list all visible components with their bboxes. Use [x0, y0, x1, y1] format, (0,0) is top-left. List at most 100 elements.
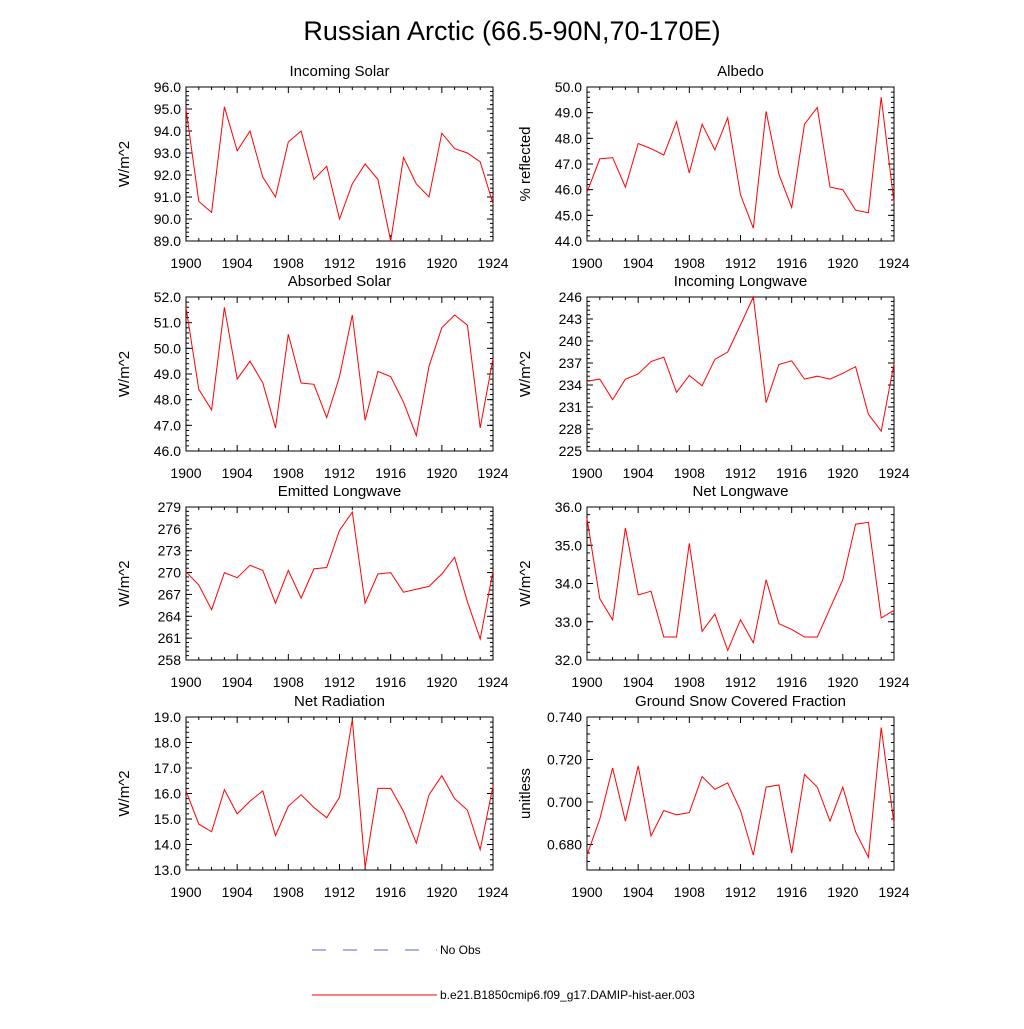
- panel-title: Emitted Longwave: [278, 483, 401, 500]
- x-tick-label: 1920: [426, 674, 457, 690]
- y-tick-label: 237: [559, 355, 583, 371]
- legend-model-label: b.e21.B1850cmip6.f09_g17.DAMIP-hist-aer.…: [440, 988, 695, 1002]
- y-tick-label: 36.0: [555, 499, 582, 515]
- plot-frame: [586, 86, 895, 242]
- x-tick-label: 1900: [571, 674, 602, 690]
- y-tick-label: 261: [158, 630, 182, 646]
- x-tick-label: 1908: [674, 255, 705, 271]
- y-tick-label: 16.0: [154, 786, 181, 802]
- y-tick-label: 51.0: [154, 315, 181, 331]
- y-axis-label: W/m^2: [116, 560, 133, 606]
- x-tick-label: 1904: [623, 674, 654, 690]
- panel-title: Incoming Longwave: [674, 273, 807, 290]
- panel-2: Albedo % reflected 1900 1904 1908 1912 1916 192…: [517, 63, 910, 271]
- y-tick-label: 18.0: [154, 735, 181, 751]
- y-tick-label: 258: [158, 652, 182, 668]
- x-tick-label: 1904: [222, 884, 253, 900]
- x-tick-label: 1920: [426, 255, 457, 271]
- x-tick-label: 1916: [776, 255, 807, 271]
- x-tick-label: 1900: [170, 674, 201, 690]
- series-line: [586, 518, 895, 652]
- y-tick-label: 0.720: [547, 752, 582, 768]
- plot-frame: [185, 716, 494, 871]
- x-tick-label: 1920: [426, 465, 457, 481]
- x-tick-label: 1916: [375, 674, 406, 690]
- x-tick-label: 1920: [827, 255, 858, 271]
- y-tick-label: 93.0: [154, 145, 181, 161]
- y-tick-label: 34.0: [555, 576, 582, 592]
- y-axis-label: W/m^2: [116, 141, 133, 187]
- x-tick-label: 1916: [375, 465, 406, 481]
- panels: Incoming Solar W/m^2 1900 1904 1908 1912 1916 1…: [116, 63, 910, 900]
- x-tick-label: 1916: [375, 884, 406, 900]
- panel-title: Ground Snow Covered Fraction: [635, 693, 846, 710]
- x-tick-label: 1924: [477, 884, 508, 900]
- panel-title: Net Longwave: [693, 483, 789, 500]
- x-tick-label: 1920: [827, 465, 858, 481]
- y-tick-label: 95.0: [154, 101, 181, 117]
- x-tick-label: 1908: [674, 884, 705, 900]
- y-tick-label: 0.680: [547, 837, 582, 853]
- y-tick-label: 91.0: [154, 189, 181, 205]
- y-tick-label: 35.0: [555, 537, 582, 553]
- y-tick-label: 48.0: [555, 130, 582, 146]
- series-line: [185, 510, 494, 641]
- y-tick-label: 89.0: [154, 233, 181, 249]
- y-tick-label: 246: [559, 289, 583, 305]
- y-tick-label: 45.0: [555, 207, 582, 223]
- plot-frame: [586, 296, 895, 452]
- x-tick-label: 1900: [170, 255, 201, 271]
- x-tick-label: 1924: [477, 674, 508, 690]
- y-tick-label: 19.0: [154, 709, 181, 725]
- y-tick-label: 228: [559, 421, 583, 437]
- panel-title: Albedo: [717, 63, 764, 80]
- y-axis-label: unitless: [517, 768, 534, 819]
- y-tick-label: 33.0: [555, 614, 582, 630]
- y-tick-label: 50.0: [555, 79, 582, 95]
- y-tick-label: 264: [158, 608, 182, 624]
- y-tick-label: 44.0: [555, 233, 582, 249]
- x-tick-label: 1924: [878, 884, 909, 900]
- x-tick-label: 1920: [426, 884, 457, 900]
- y-tick-label: 276: [158, 521, 182, 537]
- y-axis-label: W/m^2: [116, 770, 133, 816]
- legend: No Obs b.e21.B1850cmip6.f09_g17.DAMIP-hi…: [312, 943, 695, 1002]
- plot-frame: [586, 506, 895, 661]
- x-tick-label: 1904: [623, 884, 654, 900]
- x-tick-label: 1912: [324, 884, 355, 900]
- x-tick-label: 1908: [273, 465, 304, 481]
- x-tick-label: 1920: [827, 674, 858, 690]
- y-tick-label: 0.740: [547, 709, 582, 725]
- y-tick-label: 90.0: [154, 211, 181, 227]
- y-tick-label: 17.0: [154, 760, 181, 776]
- x-tick-label: 1924: [477, 465, 508, 481]
- x-tick-label: 1916: [375, 255, 406, 271]
- x-tick-label: 1912: [324, 674, 355, 690]
- x-tick-label: 1900: [571, 465, 602, 481]
- plot-frame: [185, 296, 494, 452]
- x-tick-label: 1904: [623, 255, 654, 271]
- y-tick-label: 96.0: [154, 79, 181, 95]
- series-line: [185, 106, 494, 242]
- y-tick-label: 46.0: [555, 182, 582, 198]
- y-tick-label: 94.0: [154, 123, 181, 139]
- y-tick-label: 14.0: [154, 837, 181, 853]
- x-tick-label: 1908: [674, 674, 705, 690]
- panel-title: Net Radiation: [294, 693, 385, 710]
- panel-1: Incoming Solar W/m^2 1900 1904 1908 1912 1916 1…: [116, 63, 509, 271]
- y-tick-label: 46.0: [154, 443, 181, 459]
- series-line: [586, 97, 895, 229]
- x-tick-label: 1924: [477, 255, 508, 271]
- x-tick-label: 1904: [222, 674, 253, 690]
- y-tick-label: 47.0: [154, 417, 181, 433]
- y-tick-label: 267: [158, 586, 182, 602]
- y-tick-label: 48.0: [154, 392, 181, 408]
- x-tick-label: 1908: [674, 465, 705, 481]
- x-tick-label: 1916: [776, 465, 807, 481]
- series-line: [586, 727, 895, 860]
- series-line: [185, 719, 494, 868]
- y-tick-label: 270: [158, 565, 182, 581]
- y-tick-label: 231: [559, 399, 583, 415]
- x-tick-label: 1904: [222, 255, 253, 271]
